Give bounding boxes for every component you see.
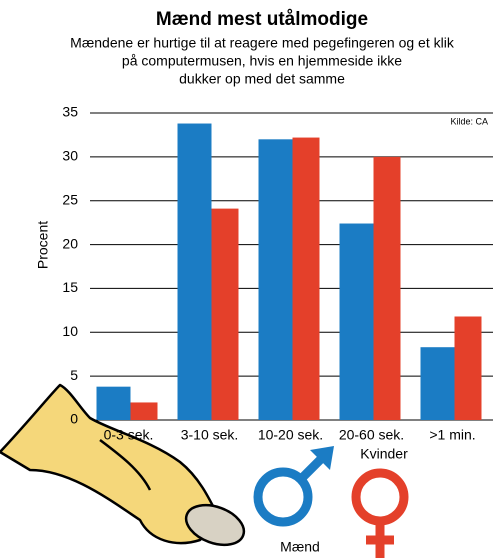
- legend-label: Mænd: [280, 539, 320, 555]
- x-tick-label: 10-20 sek.: [258, 427, 323, 443]
- y-tick-label: 15: [62, 279, 78, 295]
- chart-subtitle: dukker op med det samme: [179, 71, 345, 87]
- bar: [96, 386, 131, 420]
- y-tick-label: 35: [62, 104, 78, 120]
- female-symbol: [351, 468, 409, 558]
- bar: [454, 316, 482, 420]
- bar: [211, 208, 239, 420]
- bar: [177, 123, 212, 421]
- y-tick-label: 5: [70, 367, 78, 383]
- y-tick-label: 25: [62, 191, 78, 207]
- y-axis-label: Procent: [35, 221, 51, 269]
- bar: [339, 223, 374, 420]
- bar: [420, 347, 455, 420]
- x-tick-label: >1 min.: [429, 427, 475, 443]
- bar: [130, 402, 158, 420]
- bar: [292, 137, 320, 420]
- y-tick-label: 0: [70, 411, 78, 427]
- male-symbol: [253, 446, 334, 527]
- y-tick-label: 30: [62, 148, 78, 164]
- y-tick-label: 10: [62, 323, 78, 339]
- chart-subtitle: Mændene er hurtige til at reagere med pe…: [70, 35, 455, 51]
- y-tick-label: 20: [62, 235, 78, 251]
- chart-title: Mænd mest utålmodige: [156, 9, 368, 30]
- bar: [373, 156, 401, 420]
- x-tick-label: 3-10 sek.: [181, 427, 239, 443]
- source: Kilde: CA: [450, 116, 488, 126]
- x-tick-label: 0-3 sek.: [104, 427, 154, 443]
- hand-illustration: [0, 383, 246, 547]
- bar: [258, 139, 293, 421]
- legend-label: Kvinder: [360, 446, 408, 462]
- x-tick-label: 20-60 sek.: [339, 427, 404, 443]
- chart-subtitle: på computermusen, hvis en hjemmeside ikk…: [122, 53, 402, 69]
